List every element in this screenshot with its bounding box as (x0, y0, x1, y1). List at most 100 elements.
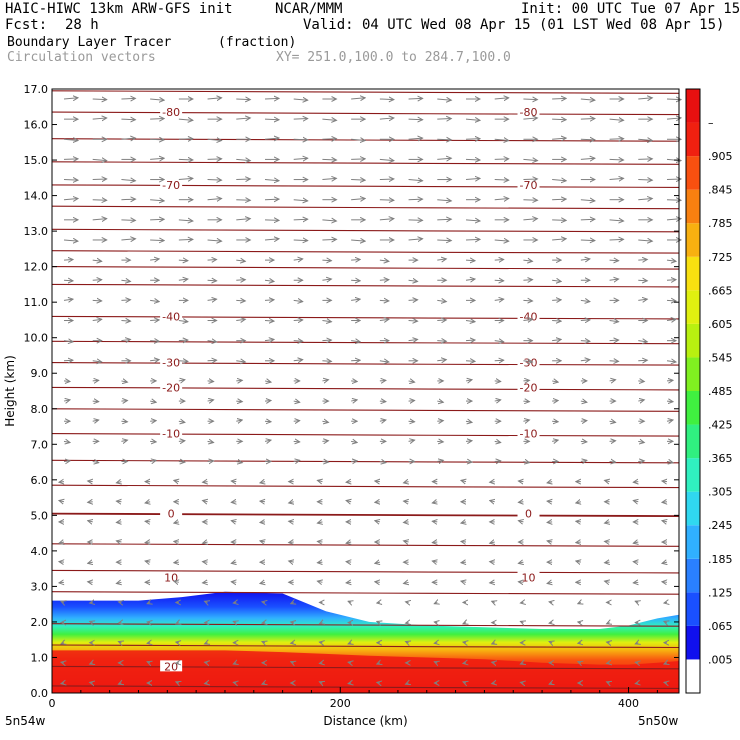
circulation-vector (552, 400, 558, 401)
circulation-vector (59, 501, 64, 502)
circulation-vector (121, 321, 130, 322)
circulation-vector (90, 621, 93, 622)
circulation-vector (322, 178, 336, 179)
circulation-vector (92, 99, 107, 100)
circulation-vector (346, 501, 351, 502)
circulation-vector (375, 582, 380, 583)
circulation-vector (580, 360, 590, 361)
colorbar-swatch (686, 558, 700, 593)
circulation-vector (322, 159, 336, 160)
circulation-vector (233, 682, 236, 683)
circulation-vector (88, 521, 93, 522)
circulation-vector (351, 159, 365, 160)
circulation-vector (523, 260, 532, 261)
circulation-vector (662, 521, 667, 522)
y-tick-label: 11.0 (24, 296, 49, 309)
circulation-vector (404, 522, 409, 523)
x-axis: 0 200 400 (49, 687, 658, 710)
forecast-label: Fcst: (5, 17, 48, 33)
contour-label-bg (517, 310, 540, 322)
circulation-vector (605, 522, 610, 523)
circulation-vector (406, 642, 409, 643)
circulation-vector (465, 361, 475, 362)
circulation-vector (638, 260, 647, 261)
colorbar-swatch (686, 323, 700, 358)
circulation-vector (549, 683, 552, 684)
circulation-vector (92, 361, 102, 362)
y-axis: 0.0 1.0 2.0 3.0 4.0 5.0 6.0 7.0 8.0 9.0 10.0 11.0 12… (24, 83, 679, 700)
contour-label: -40 (162, 310, 180, 323)
circulation-vector (351, 198, 365, 199)
y-tick-label: 0.0 (31, 687, 49, 700)
circulation-vector (494, 360, 504, 361)
circulation-vector (207, 159, 222, 160)
circulation-vector (609, 421, 616, 422)
circulation-vector (121, 180, 135, 181)
circulation-vector (494, 139, 509, 140)
circulation-vector (609, 321, 619, 322)
circulation-vector (549, 602, 552, 603)
circulation-vector (116, 482, 121, 483)
circulation-vector (494, 341, 504, 342)
circulation-vector (523, 461, 529, 462)
circulation-vector (437, 421, 443, 422)
circulation-vector (576, 521, 581, 522)
colorbar-swatch (686, 290, 700, 324)
temperature-contour (51, 250, 680, 254)
temperature-contour (51, 433, 680, 437)
circulation-vector (207, 299, 217, 300)
colorbar-label: .665 (708, 284, 733, 297)
circulation-vector (59, 562, 64, 563)
circulation-vector (176, 642, 179, 643)
circulation-vector (547, 482, 552, 483)
circulation-vector (92, 300, 102, 301)
tracer-fill-layer (52, 591, 679, 693)
circulation-vector (236, 461, 242, 462)
circulation-vector (150, 99, 164, 100)
circulation-vector (121, 280, 130, 281)
colorbar-label: .305 (708, 486, 733, 499)
circulation-vector (578, 643, 581, 644)
circulation-vector (662, 562, 667, 563)
circulation-vector (609, 220, 624, 221)
circulation-vector (145, 521, 150, 522)
circulation-vector (116, 522, 121, 523)
circulation-vector (233, 663, 236, 664)
colorbar-label: .065 (708, 620, 733, 633)
circulation-vector (379, 219, 394, 220)
circulation-vector (178, 260, 188, 261)
circulation-vector (264, 119, 279, 120)
y-tick-label: 12.0 (24, 261, 49, 274)
circulation-vector (348, 643, 351, 644)
colorbar-swatch (686, 156, 700, 190)
contour-label: -70 (162, 179, 180, 192)
y-tick-label: 16.0 (24, 119, 49, 132)
circulation-vector (523, 300, 532, 301)
circulation-vector (178, 119, 193, 120)
circulation-vector (207, 341, 217, 342)
y-tick-label: 14.0 (24, 190, 49, 203)
colorbar-label: .485 (708, 385, 733, 398)
circulation-vector (293, 240, 308, 241)
circulation-vector (260, 522, 265, 523)
y-tick-label: 6.0 (31, 474, 49, 487)
circulation-vector (174, 480, 179, 481)
circulation-vector (523, 401, 529, 402)
circulation-vector (322, 260, 331, 261)
circulation-vector (293, 158, 308, 159)
circulation-vector (490, 562, 495, 563)
contour-label-bg (517, 106, 540, 118)
circulation-vector (492, 662, 495, 663)
colorbar-frame (685, 88, 701, 694)
circulation-vector (437, 300, 446, 301)
circulation-vector (461, 480, 466, 481)
circulation-vector (289, 542, 294, 543)
temperature-contour (51, 205, 680, 210)
circulation-vector (346, 562, 351, 563)
circulation-vector (264, 199, 279, 200)
circulation-vector (434, 643, 437, 644)
circulation-vector (638, 299, 647, 300)
circulation-vector (490, 542, 495, 543)
circulation-vector (322, 441, 328, 442)
circulation-vector (463, 682, 466, 683)
